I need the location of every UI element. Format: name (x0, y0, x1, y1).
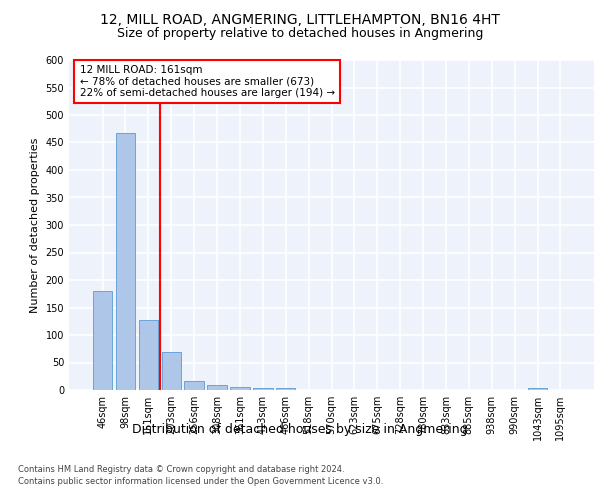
Y-axis label: Number of detached properties: Number of detached properties (30, 138, 40, 312)
Text: Contains HM Land Registry data © Crown copyright and database right 2024.
Contai: Contains HM Land Registry data © Crown c… (18, 465, 383, 486)
Bar (230, 386, 250, 390)
Bar (253, 388, 272, 390)
Bar (528, 388, 547, 390)
Bar (139, 320, 158, 390)
Text: 12 MILL ROAD: 161sqm
← 78% of detached houses are smaller (673)
22% of semi-deta: 12 MILL ROAD: 161sqm ← 78% of detached h… (79, 65, 335, 98)
Bar (184, 381, 204, 390)
Text: Size of property relative to detached houses in Angmering: Size of property relative to detached ho… (117, 28, 483, 40)
Bar (276, 388, 295, 390)
Bar (208, 384, 227, 390)
Bar (93, 291, 112, 390)
Bar (161, 352, 181, 390)
Bar (116, 132, 135, 390)
Text: Distribution of detached houses by size in Angmering: Distribution of detached houses by size … (132, 422, 468, 436)
Text: 12, MILL ROAD, ANGMERING, LITTLEHAMPTON, BN16 4HT: 12, MILL ROAD, ANGMERING, LITTLEHAMPTON,… (100, 12, 500, 26)
